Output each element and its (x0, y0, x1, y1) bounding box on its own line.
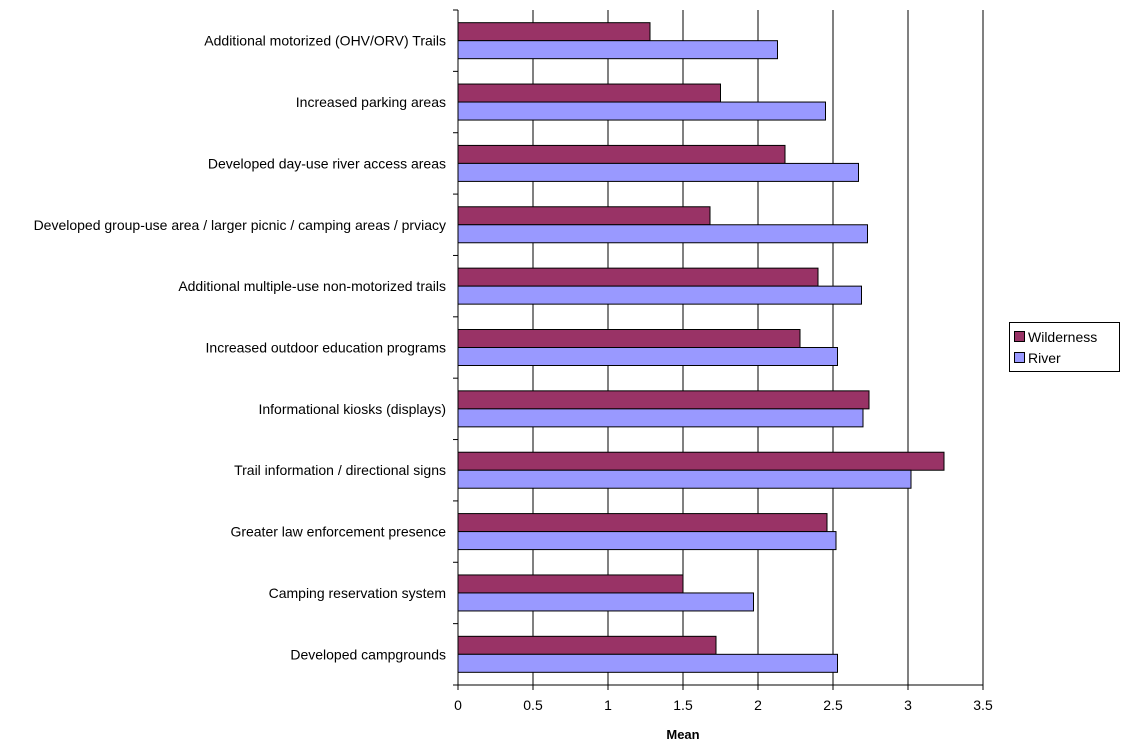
x-tick-label: 0 (454, 697, 462, 713)
bar-wilderness (457, 206, 711, 226)
bar-river (457, 285, 862, 305)
x-tick-label: 2.5 (823, 697, 843, 713)
legend-item-wilderness: Wilderness (1014, 326, 1115, 347)
bar-river (457, 469, 912, 489)
bar-river (457, 592, 754, 612)
bar-wilderness (457, 329, 801, 348)
x-tick-labels: 0 0.5 1 1.5 2 2.5 3 3.5 (454, 697, 993, 713)
bar-wilderness (457, 83, 721, 103)
bar-river (457, 162, 859, 182)
x-tick-label: 3 (904, 697, 912, 713)
bar-river (457, 408, 864, 428)
bar-wilderness (457, 451, 945, 471)
category-label: Camping reservation system (269, 585, 446, 601)
bar-wilderness (457, 635, 717, 655)
bar-river (457, 40, 778, 60)
category-label: Developed group-use area / larger picnic… (34, 217, 446, 233)
bar-river (457, 101, 826, 121)
category-label: Developed day-use river access areas (208, 155, 446, 171)
bar-wilderness (457, 574, 684, 594)
legend: Wilderness River (1009, 322, 1120, 372)
legend-item-river: River (1014, 347, 1115, 368)
category-label: Greater law enforcement presence (230, 524, 446, 540)
category-label: Additional motorized (OHV/ORV) Trails (204, 33, 446, 49)
x-tick-label: 2 (754, 697, 762, 713)
category-labels: Developed campgrounds Camping reservation… (34, 33, 447, 663)
legend-label-wilderness: Wilderness (1028, 328, 1098, 345)
bar-river (457, 531, 837, 551)
x-axis-title: Mean (666, 727, 699, 742)
bar-wilderness (457, 267, 819, 287)
category-label: Increased parking areas (296, 94, 446, 110)
category-label: Developed campgrounds (290, 646, 446, 662)
legend-label-river: River (1028, 349, 1061, 366)
x-tick-label: 0.5 (523, 697, 543, 713)
bar-river (457, 347, 838, 366)
legend-swatch-river (1014, 352, 1025, 363)
bars (457, 22, 945, 673)
bar-wilderness (457, 144, 786, 164)
bar-wilderness (457, 22, 651, 42)
bar-wilderness (457, 390, 870, 410)
legend-swatch-wilderness (1014, 331, 1025, 342)
category-label: Additional multiple-use non-motorized tr… (178, 278, 446, 294)
bar-river (457, 653, 838, 673)
category-label: Trail information / directional signs (234, 462, 446, 478)
bar-wilderness (457, 513, 828, 533)
axes (453, 9, 984, 690)
x-tick-label: 1.5 (673, 697, 693, 713)
category-label: Informational kiosks (displays) (258, 401, 446, 417)
bar-river (457, 224, 868, 244)
x-tick-label: 3.5 (973, 697, 993, 713)
x-tick-label: 1 (604, 697, 612, 713)
category-label: Increased outdoor education programs (206, 340, 446, 356)
